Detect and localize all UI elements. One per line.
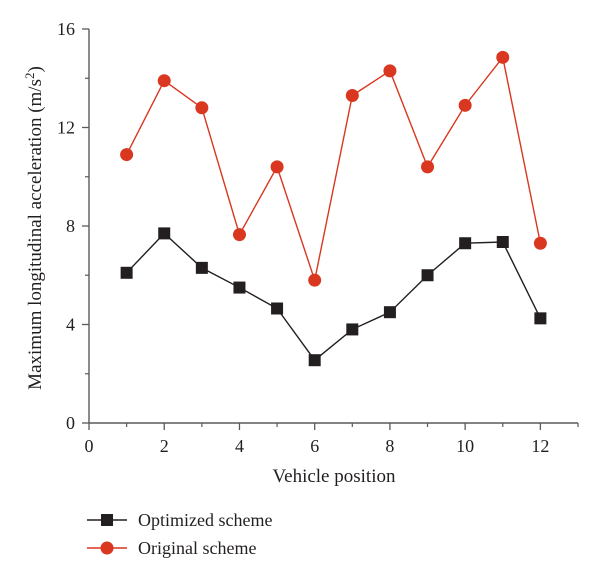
chart-ticks: 0 2 4 6 8 10 12 0 4 8 12 16 [57, 19, 579, 456]
original-scheme-point [421, 160, 435, 174]
x-tick-label: 12 [531, 436, 549, 456]
optimized-scheme-point [195, 261, 208, 274]
chart-axes [88, 29, 578, 424]
optimized-scheme-point [346, 323, 359, 336]
y-tick-label: 16 [57, 19, 75, 39]
chart-series [120, 50, 547, 367]
legend-label: Original scheme [138, 538, 256, 558]
y-axis-title-close: ) [25, 66, 46, 72]
optimized-scheme-point [308, 354, 321, 367]
original-scheme-point [120, 148, 134, 162]
x-tick-label: 10 [456, 436, 474, 456]
x-tick-label: 6 [310, 436, 319, 456]
legend-item-optimized-scheme: Optimized scheme [87, 510, 272, 530]
original-scheme-point [496, 50, 510, 64]
legend-label: Optimized scheme [138, 510, 272, 530]
original-scheme-point [195, 101, 209, 115]
optimized-scheme-point [233, 281, 246, 294]
optimized-scheme-point [271, 302, 284, 315]
legend-marker [100, 541, 114, 555]
original-scheme-point [383, 64, 397, 78]
optimized-scheme-point [534, 312, 547, 325]
original-scheme-point [157, 74, 171, 88]
x-tick-label: 0 [85, 436, 94, 456]
y-tick-label: 4 [66, 315, 75, 335]
original-scheme-point [533, 236, 547, 250]
legend: Optimized scheme Original scheme [87, 510, 272, 558]
legend-item-original-scheme: Original scheme [87, 538, 256, 558]
original-scheme-point [458, 98, 472, 112]
optimized-scheme-line [126, 232, 542, 362]
optimized-scheme-point [120, 266, 133, 279]
y-tick-label: 0 [66, 413, 75, 433]
y-tick-label: 12 [57, 118, 75, 138]
y-axis-title-superscript: 2 [22, 73, 37, 80]
x-tick-label: 2 [160, 436, 169, 456]
optimized-scheme-point [383, 306, 396, 319]
y-axis-title: Maximum longitudinal acceleration (m/s2) [22, 66, 46, 390]
original-scheme-line [125, 55, 542, 283]
y-axis-title-main: Maximum longitudinal acceleration (m/s [25, 79, 46, 390]
y-tick-label: 8 [66, 216, 75, 236]
x-tick-label: 8 [385, 436, 394, 456]
original-scheme-point [232, 228, 246, 242]
optimized-scheme-point [158, 227, 171, 240]
original-scheme-point [308, 273, 322, 287]
optimized-scheme-point [459, 237, 472, 250]
x-axis-title: Vehicle position [273, 466, 396, 487]
x-tick-label: 4 [235, 436, 244, 456]
optimized-scheme-point [421, 269, 434, 282]
original-scheme-point [270, 160, 284, 174]
optimized-scheme-point [496, 236, 509, 249]
legend-marker [101, 514, 113, 526]
original-scheme-point [345, 88, 359, 102]
